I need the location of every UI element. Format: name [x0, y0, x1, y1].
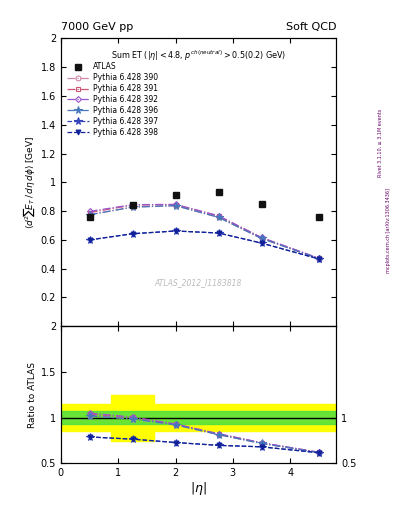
- Pythia 6.428 398: [173, 228, 178, 234]
- Pythia 6.428 391: [216, 213, 221, 219]
- Legend: ATLAS, Pythia 6.428 390, Pythia 6.428 391, Pythia 6.428 392, Pythia 6.428 396, P: ATLAS, Pythia 6.428 390, Pythia 6.428 39…: [68, 62, 158, 137]
- ATLAS: [130, 202, 135, 208]
- Text: 7000 GeV pp: 7000 GeV pp: [61, 22, 133, 32]
- Pythia 6.428 391: [173, 202, 178, 208]
- Line: Pythia 6.428 396: Pythia 6.428 396: [86, 202, 323, 263]
- Pythia 6.428 397: [259, 240, 264, 246]
- Pythia 6.428 390: [316, 255, 321, 262]
- Pythia 6.428 397: [216, 230, 221, 236]
- ATLAS: [216, 189, 221, 196]
- Text: Rivet 3.1.10, ≥ 3.1M events: Rivet 3.1.10, ≥ 3.1M events: [378, 109, 383, 178]
- Pythia 6.428 391: [259, 234, 264, 241]
- Pythia 6.428 397: [130, 230, 135, 237]
- Pythia 6.428 392: [173, 201, 178, 207]
- Text: Sum ET ($|\eta|<4.8$, $p^{ch(neutral)}>0.5(0.2)$ GeV): Sum ET ($|\eta|<4.8$, $p^{ch(neutral)}>0…: [111, 49, 286, 63]
- Pythia 6.428 390: [87, 211, 92, 218]
- Pythia 6.428 396: [216, 214, 221, 220]
- Pythia 6.428 397: [87, 237, 92, 243]
- Pythia 6.428 392: [216, 212, 221, 219]
- Pythia 6.428 396: [130, 204, 135, 210]
- Pythia 6.428 390: [130, 204, 135, 210]
- Pythia 6.428 397: [173, 228, 178, 234]
- Pythia 6.428 391: [130, 202, 135, 208]
- ATLAS: [87, 214, 92, 220]
- Pythia 6.428 396: [316, 255, 321, 262]
- Pythia 6.428 396: [173, 203, 178, 209]
- Line: Pythia 6.428 397: Pythia 6.428 397: [86, 227, 323, 263]
- Line: Pythia 6.428 398: Pythia 6.428 398: [87, 228, 321, 261]
- Pythia 6.428 392: [87, 208, 92, 215]
- Pythia 6.428 398: [87, 237, 92, 243]
- Pythia 6.428 390: [216, 214, 221, 220]
- Y-axis label: Ratio to ATLAS: Ratio to ATLAS: [28, 362, 37, 428]
- Text: Soft QCD: Soft QCD: [286, 22, 336, 32]
- Pythia 6.428 396: [259, 236, 264, 242]
- Pythia 6.428 392: [259, 234, 264, 241]
- Pythia 6.428 396: [87, 211, 92, 218]
- Text: ATLAS_2012_I1183818: ATLAS_2012_I1183818: [155, 279, 242, 288]
- Pythia 6.428 398: [259, 240, 264, 246]
- Pythia 6.428 398: [316, 256, 321, 262]
- Line: Pythia 6.428 392: Pythia 6.428 392: [88, 202, 321, 260]
- Pythia 6.428 391: [316, 255, 321, 262]
- Bar: [61, 411, 336, 424]
- Line: Pythia 6.428 391: Pythia 6.428 391: [87, 202, 321, 261]
- Line: ATLAS: ATLAS: [86, 189, 322, 220]
- ATLAS: [316, 214, 321, 220]
- Pythia 6.428 390: [173, 203, 178, 209]
- Text: mcplots.cern.ch [arXiv:1306.3436]: mcplots.cern.ch [arXiv:1306.3436]: [386, 188, 391, 273]
- Pythia 6.428 392: [316, 255, 321, 261]
- ATLAS: [259, 201, 264, 207]
- ATLAS: [173, 192, 178, 198]
- Line: Pythia 6.428 390: Pythia 6.428 390: [87, 203, 321, 261]
- Pythia 6.428 392: [130, 202, 135, 208]
- Pythia 6.428 398: [216, 230, 221, 236]
- Y-axis label: $\langle d^2\!\sum\!E_T\,/\,d\eta\,d\phi\rangle$ [GeV]: $\langle d^2\!\sum\!E_T\,/\,d\eta\,d\phi…: [21, 136, 37, 229]
- Pythia 6.428 397: [316, 256, 321, 262]
- X-axis label: $|\eta|$: $|\eta|$: [190, 480, 207, 497]
- Pythia 6.428 398: [130, 230, 135, 237]
- Pythia 6.428 390: [259, 236, 264, 242]
- Pythia 6.428 391: [87, 209, 92, 216]
